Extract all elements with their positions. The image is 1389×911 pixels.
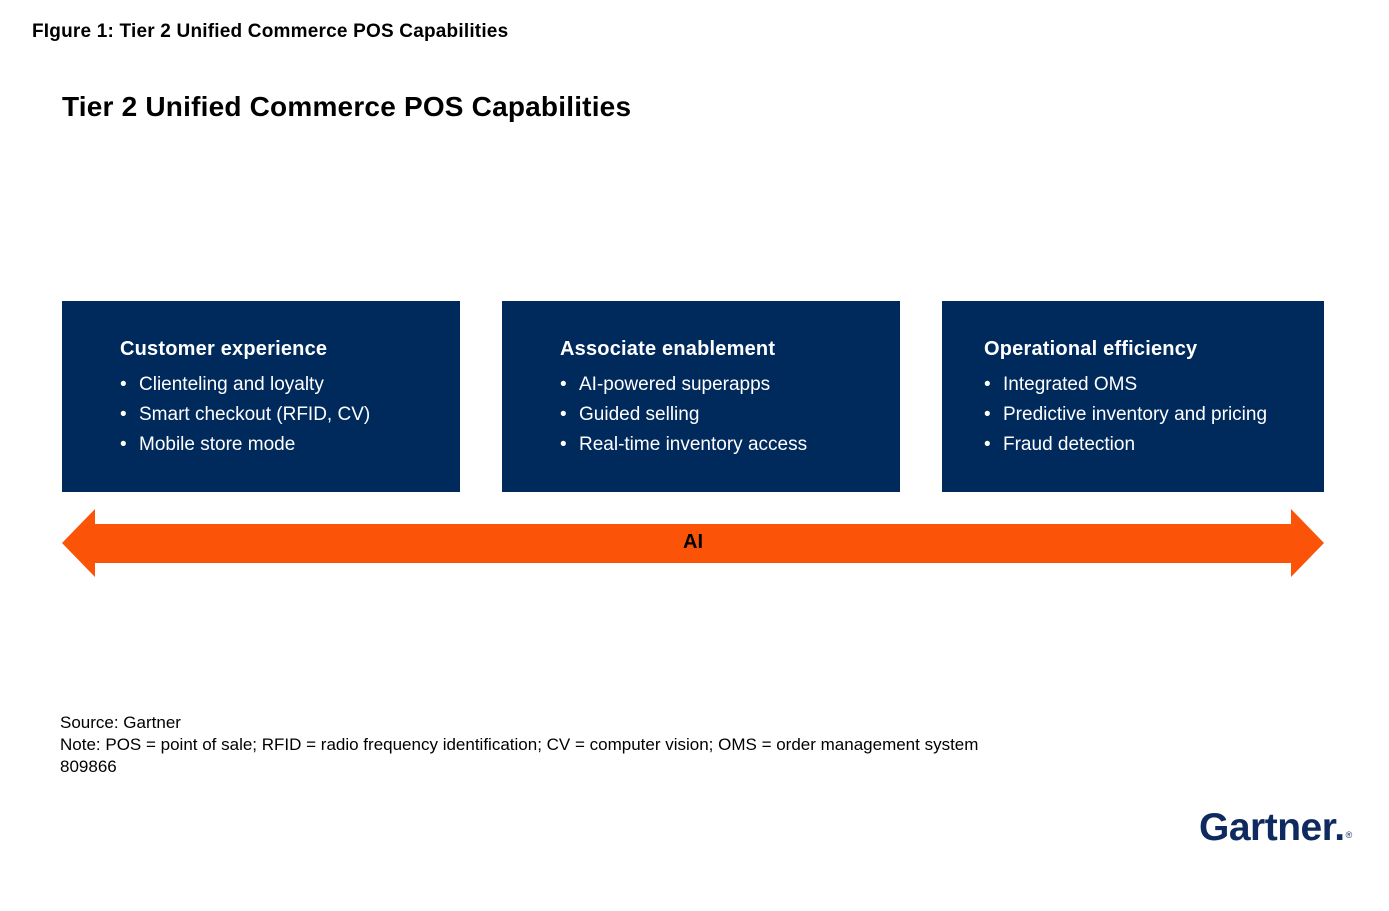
footer: Source: Gartner Note: POS = point of sal… [60,712,978,778]
capability-box-operational-efficiency: Operational efficiency Integrated OMS Pr… [942,301,1324,492]
bullet-item: Real-time inventory access [560,430,880,460]
gartner-logo: Gartner.® [1199,806,1353,850]
bullet-item: Mobile store mode [120,430,440,460]
bullet-item: Predictive inventory and pricing [984,400,1304,430]
page-title: Tier 2 Unified Commerce POS Capabilities [62,91,632,122]
capability-boxes-row: Customer experience Clienteling and loya… [62,301,1324,492]
bullet-item: Integrated OMS [984,370,1304,400]
source-line: Source: Gartner [60,713,181,732]
gartner-wordmark: Gartner. [1199,806,1345,849]
left-arrowhead-icon [62,509,95,577]
right-arrowhead-icon [1291,509,1324,577]
bullet-item: Clienteling and loyalty [120,370,440,400]
bullet-item: Fraud detection [984,430,1304,460]
ai-label: AI [683,531,703,553]
capability-box-customer-experience: Customer experience Clienteling and loya… [62,301,460,492]
ai-scope-arrow: AI [62,509,1324,578]
box-title: Associate enablement [560,338,776,360]
capability-box-associate-enablement: Associate enablement AI-powered superapp… [502,301,900,492]
bullet-item: Smart checkout (RFID, CV) [120,400,440,430]
document-id: 809866 [60,757,117,776]
box-title: Operational efficiency [984,338,1198,360]
note-line: Note: POS = point of sale; RFID = radio … [60,735,979,754]
arrow-shaft [94,524,1292,563]
figure-label: FIgure 1: Tier 2 Unified Commerce POS Ca… [32,21,509,42]
box-title: Customer experience [120,338,328,360]
registered-trademark-icon: ® [1345,830,1353,840]
bullet-item: Guided selling [560,400,880,430]
bullet-item: AI-powered superapps [560,370,880,400]
